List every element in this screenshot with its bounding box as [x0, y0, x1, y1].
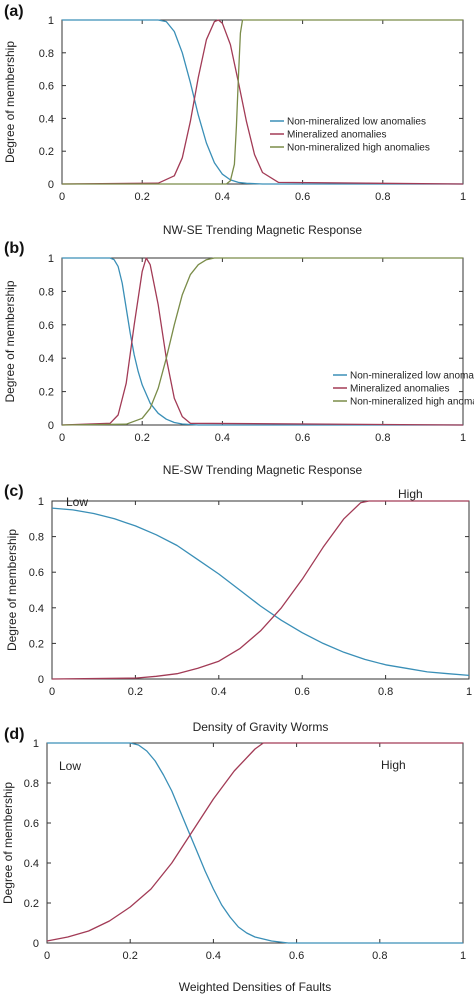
- panel-b-xtick-label: 0: [59, 432, 65, 444]
- panel-b-series-1-line: [62, 257, 463, 426]
- panel-a-legend-entry: Mineralized anomalies: [287, 130, 387, 141]
- panel-c-ytick-label: 0.2: [29, 638, 44, 650]
- panel-a-series-1-line: [62, 19, 463, 185]
- panel-d-ytick-label: 0.2: [24, 898, 39, 910]
- panel-d: (d) 0 0.2 0.4 0.6 0.8 1 0 0.2 0.4 0.6 0.8 1 Weighted …: [1, 726, 466, 994]
- panel-b-legend-entry: Non-mineralized low anomalies: [350, 371, 474, 382]
- panel-d-xtick-label: 0.2: [123, 950, 138, 962]
- panel-b-ytick-label: 0.2: [39, 387, 54, 399]
- panel-a-ytick-label: 1: [48, 15, 54, 27]
- panel-a-xtick-label: 0.2: [135, 191, 150, 203]
- panel-c-annotation-low: Low: [66, 495, 88, 509]
- panel-d-xtick-label: 0.6: [289, 950, 304, 962]
- panel-b-legend-entry: Mineralized anomalies: [350, 384, 450, 395]
- panel-c-xtick-label: 0: [49, 686, 55, 698]
- panel-d-axes-frame: [46, 742, 464, 944]
- panel-d-xtick-label: 0: [44, 950, 50, 962]
- panel-c-ytick-label: 1: [38, 496, 44, 508]
- panel-a-series-3-line: [62, 19, 463, 185]
- panel-b-ytick-label: 0: [48, 420, 54, 432]
- panel-b-xlabel: NE-SW Trending Magnetic Response: [163, 463, 363, 477]
- panel-b-ytick-label: 0.4: [39, 353, 54, 365]
- panel-b-legend-entry: Non-mineralized high anomalies: [350, 397, 474, 408]
- panel-a-xtick-label: 0.8: [375, 191, 390, 203]
- panel-b: (b) 0 0.2 0.4 0.6 0.8 1 0 0.2 0.4 0.6 0.8 1 NE-SW Tre…: [3, 240, 474, 477]
- panel-d-xtick-label: 0.4: [206, 950, 221, 962]
- panel-b-label: (b): [4, 240, 24, 257]
- panel-a: (a) 0 0.2 0.4 0.6 0.8 1 0 0.2 0.4 0.6 0.8 1 NW-SE Tre…: [3, 3, 466, 237]
- panel-a-axes-frame: [61, 19, 464, 185]
- panel-b-ylabel: Degree of membership: [3, 280, 17, 402]
- panel-d-ytick-label: 0.8: [24, 778, 39, 790]
- panel-d-xtick-label: 0.8: [372, 950, 387, 962]
- panel-d-series-1-line: [47, 742, 463, 944]
- panel-a-ytick-label: 0: [48, 179, 54, 191]
- panel-c-series-1-line: [51, 507, 470, 677]
- panel-a-ytick-label: 0.6: [39, 81, 54, 93]
- panel-a-xtick-label: 0.6: [295, 191, 310, 203]
- panel-c: (c) 0 0.2 0.4 0.6 0.8 1 0 0.2 0.4 0.6 0.8 1 Density o…: [4, 483, 472, 734]
- panel-c-ytick-label: 0.6: [29, 567, 44, 579]
- panel-c-ylabel: Degree of membership: [5, 529, 19, 651]
- panel-c-xlabel: Density of Gravity Worms: [193, 720, 329, 734]
- panel-b-xtick-label: 0.2: [135, 432, 150, 444]
- panel-a-series-2-line: [61, 19, 464, 185]
- panel-a-ylabel: Degree of membership: [3, 41, 17, 163]
- panel-c-annotation-high: High: [398, 487, 423, 501]
- panel-c-xtick-label: 1: [466, 686, 472, 698]
- panel-b-series-3-line: [61, 257, 463, 426]
- panel-c-axes-frame: [51, 500, 470, 680]
- panel-b-ytick-label: 0.8: [39, 286, 54, 298]
- panel-a-ytick-label: 0.8: [39, 48, 54, 60]
- panel-d-xlabel: Weighted Densities of Faults: [179, 980, 332, 994]
- panel-a-xlabel: NW-SE Trending Magnetic Response: [163, 223, 363, 237]
- panel-d-ytick-label: 1: [33, 738, 39, 750]
- panel-c-series-2-line: [51, 500, 469, 680]
- panel-c-xtick-label: 0.6: [295, 686, 310, 698]
- panel-d-series-2-line: [46, 742, 463, 942]
- panel-c-ytick-label: 0.4: [29, 603, 44, 615]
- panel-b-xtick-label: 0.4: [215, 432, 230, 444]
- panel-d-xtick-label: 1: [460, 950, 466, 962]
- panel-a-ytick-label: 0.2: [39, 146, 54, 158]
- panel-d-ytick-label: 0: [33, 938, 39, 950]
- panel-b-xtick-label: 0.8: [375, 432, 390, 444]
- panel-b-series-2-line: [61, 257, 464, 426]
- panel-d-annotation-low: Low: [59, 759, 81, 773]
- panel-a-legend-entry: Non-mineralized low anomalies: [287, 117, 426, 128]
- panel-c-label: (c): [4, 483, 24, 500]
- panel-c-xtick-label: 0.2: [128, 686, 143, 698]
- panel-b-ytick-label: 0.6: [39, 320, 54, 332]
- panel-b-xtick-label: 1: [460, 432, 466, 444]
- panel-d-ytick-label: 0.6: [24, 818, 39, 830]
- panel-c-ytick-label: 0: [38, 674, 44, 686]
- panel-c-ytick-label: 0.8: [29, 532, 44, 544]
- panel-a-legend-entry: Non-mineralized high anomalies: [287, 143, 430, 154]
- panel-d-ytick-label: 0.4: [24, 858, 39, 870]
- panel-a-xtick-label: 0.4: [215, 191, 230, 203]
- panel-b-ytick-label: 1: [48, 253, 54, 265]
- panel-a-xtick-label: 1: [460, 191, 466, 203]
- panel-d-ylabel: Degree of membership: [1, 782, 15, 904]
- panel-d-label: (d): [4, 726, 24, 743]
- panel-a-ytick-label: 0.4: [39, 113, 54, 125]
- panel-a-xtick-label: 0: [59, 191, 65, 203]
- panel-b-xtick-label: 0.6: [295, 432, 310, 444]
- panel-a-label: (a): [4, 3, 24, 20]
- panel-c-xtick-label: 0.4: [211, 686, 226, 698]
- panel-c-xtick-label: 0.8: [378, 686, 393, 698]
- panel-d-annotation-high: High: [381, 758, 406, 772]
